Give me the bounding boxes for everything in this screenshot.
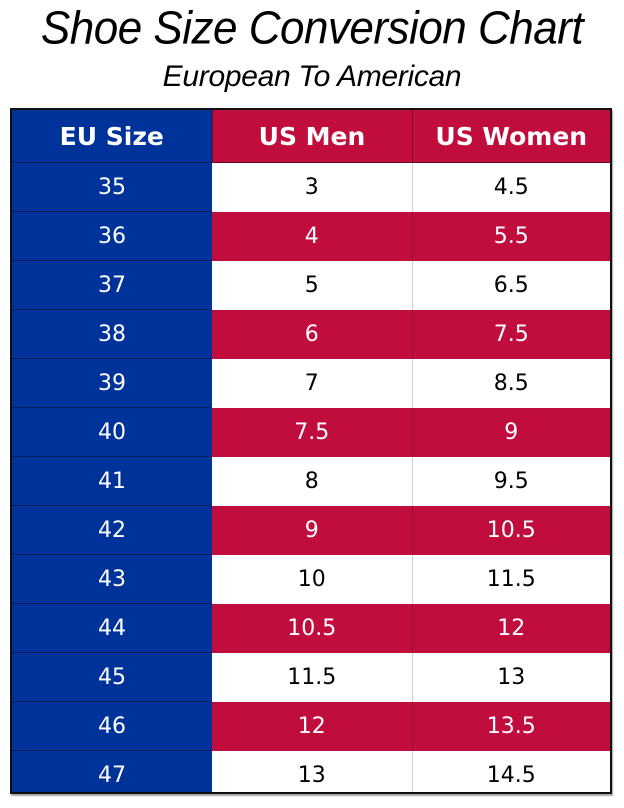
cell-eu-size: 35 (12, 162, 212, 212)
table-row: 35 3 4.5 (12, 162, 610, 212)
cell-eu-size: 37 (12, 260, 212, 310)
cell-eu-size: 42 (12, 505, 212, 555)
cell-eu-size: 45 (12, 652, 212, 702)
cell-us-women: 9 (411, 407, 610, 457)
cell-eu-size: 46 (12, 701, 212, 751)
cell-us-women: 13 (411, 652, 610, 702)
cell-us-women: 6.5 (411, 260, 610, 310)
cell-us-women: 5.5 (411, 211, 610, 261)
cell-us-women: 7.5 (411, 309, 610, 359)
cell-us-men: 12 (212, 701, 412, 751)
cell-eu-size: 36 (12, 211, 212, 261)
cell-us-women: 10.5 (411, 505, 610, 555)
cell-eu-size: 38 (12, 309, 212, 359)
cell-us-men: 7 (212, 358, 412, 408)
column-header-us-men: US Men (211, 110, 412, 163)
chart-title: Shoe Size Conversion Chart (40, 2, 584, 55)
header-row: EU Size US Men US Women (12, 110, 610, 163)
table-row: 36 4 5.5 (12, 211, 610, 261)
table-row: 40 7.5 9 (12, 407, 610, 457)
conversion-table: EU Size US Men US Women 35 3 4.5 36 4 5.5 37 5 6… (10, 108, 612, 794)
cell-us-men: 4 (212, 211, 412, 261)
cell-us-men: 10 (212, 554, 412, 604)
cell-us-men: 5 (212, 260, 412, 310)
table-row: 45 11.5 13 (12, 652, 610, 702)
cell-us-men: 11.5 (212, 652, 412, 702)
cell-eu-size: 43 (12, 554, 212, 604)
cell-us-women: 11.5 (411, 554, 610, 604)
cell-us-men: 7.5 (212, 407, 412, 457)
cell-us-women: 12 (411, 603, 610, 653)
table-row: 42 9 10.5 (12, 505, 610, 555)
table-row: 41 8 9.5 (12, 456, 610, 506)
cell-eu-size: 40 (12, 407, 212, 457)
table-row: 37 5 6.5 (12, 260, 610, 310)
cell-us-women: 9.5 (411, 456, 610, 506)
column-header-us-women: US Women (411, 110, 610, 163)
cell-eu-size: 44 (12, 603, 212, 653)
chart-subtitle: European To American (162, 60, 462, 93)
cell-eu-size: 41 (12, 456, 212, 506)
cell-eu-size: 39 (12, 358, 212, 408)
table-row: 38 6 7.5 (12, 309, 610, 359)
cell-us-women: 14.5 (411, 750, 610, 792)
table-row: 47 13 14.5 (12, 750, 610, 792)
cell-us-women: 8.5 (411, 358, 610, 408)
cell-us-men: 6 (212, 309, 412, 359)
table-row: 43 10 11.5 (12, 554, 610, 604)
cell-eu-size: 47 (12, 750, 212, 792)
table-row: 44 10.5 12 (12, 603, 610, 653)
cell-us-men: 13 (212, 750, 412, 792)
cell-us-women: 4.5 (411, 162, 610, 212)
cell-us-men: 8 (212, 456, 412, 506)
table-row: 39 7 8.5 (12, 358, 610, 408)
column-header-eu-size: EU Size (12, 110, 212, 163)
cell-us-women: 13.5 (411, 701, 610, 751)
cell-us-men: 9 (212, 505, 412, 555)
table-row: 46 12 13.5 (12, 701, 610, 751)
cell-us-men: 10.5 (212, 603, 412, 653)
cell-us-men: 3 (212, 162, 412, 212)
